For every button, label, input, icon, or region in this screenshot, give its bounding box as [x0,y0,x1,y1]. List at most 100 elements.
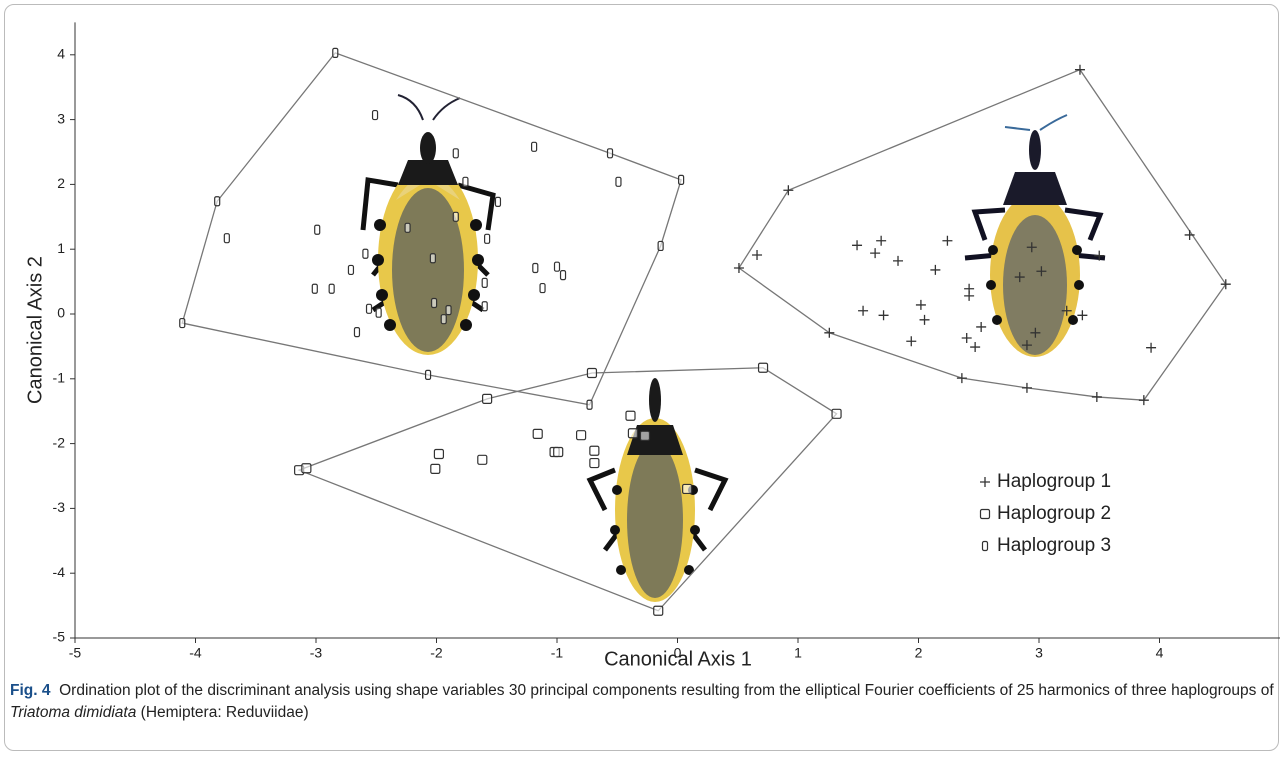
point [1077,310,1087,320]
point [533,429,542,438]
point [1221,279,1231,289]
point [453,212,458,221]
point [852,240,862,250]
point [783,185,793,195]
point [893,256,903,266]
x-tick-label: 2 [915,645,923,661]
point [215,197,220,206]
point [405,223,410,232]
point [654,606,663,615]
point [930,265,940,275]
point [916,300,926,310]
y-tick-label: 2 [57,175,65,191]
legend: Haplogroup 1 Haplogroup 2 Haplogroup 3 [980,471,1111,556]
legend-marker [980,477,990,487]
y-axis-label: Canonical Axis 2 [24,256,46,404]
point [495,197,500,206]
point [752,250,762,260]
point [376,308,381,317]
point [942,236,952,246]
point [683,484,692,493]
point [858,306,868,316]
y-tick-label: 1 [57,240,65,256]
point [870,248,880,258]
legend-label: Haplogroup 2 [997,503,1111,524]
x-tick-label: 1 [794,645,802,661]
point [906,336,916,346]
point [577,431,586,440]
point [373,111,378,120]
y-tick-label: 4 [57,46,65,62]
x-tick-label: -5 [69,645,82,661]
point [734,263,744,273]
point [876,236,886,246]
point [628,429,637,438]
x-tick-label: -3 [310,645,323,661]
point [561,271,566,280]
point [970,342,980,352]
point [432,298,437,307]
point [426,370,431,379]
point [879,310,889,320]
point [608,149,613,158]
point [430,254,435,263]
point [453,149,458,158]
point [363,249,368,258]
point [832,409,841,418]
point [587,368,596,377]
point [759,363,768,372]
point [616,177,621,186]
chart: Canonical Axis 1 Canonical Axis 2 -5-4-3… [0,0,1285,675]
caption-suffix: (Hemiptera: Reduviidae) [141,704,309,721]
y-tick-label: -4 [53,564,66,580]
point [587,400,592,409]
point [976,322,986,332]
point [224,234,229,243]
point [555,262,560,271]
point [1185,230,1195,240]
legend-marker [983,542,988,551]
y-tick-label: 3 [57,110,65,126]
point [590,459,599,468]
point [431,464,440,473]
y-tick-label: -5 [53,629,66,645]
y-tick-label: -2 [53,434,66,450]
x-tick-label: 4 [1156,645,1164,661]
point [626,411,635,420]
point [482,278,487,287]
x-tick-label: 0 [674,645,682,661]
point [315,225,320,234]
point [554,448,563,457]
point [590,446,599,455]
point [1146,343,1156,353]
point [441,315,446,324]
point [463,177,468,186]
point [367,304,372,313]
point [920,315,930,325]
caption-text: Ordination plot of the discriminant anal… [59,682,1274,699]
y-tick-label: 0 [57,305,65,321]
point [1139,395,1149,405]
point [483,394,492,403]
point [658,241,663,250]
y-tick-label: -1 [53,370,66,386]
legend-label: Haplogroup 3 [997,535,1111,556]
x-tick-label: -1 [551,645,564,661]
point [434,449,443,458]
point [446,306,451,315]
insect-illustration [363,95,1105,602]
caption-species: Triatoma dimidiata [10,704,136,721]
point [333,48,338,57]
point [824,328,834,338]
caption: Fig. 4 Ordination plot of the discrimina… [10,680,1275,724]
point [302,464,311,473]
point [354,328,359,337]
legend-label: Haplogroup 1 [997,471,1111,492]
x-tick-label: -4 [189,645,202,661]
point [679,175,684,184]
point [348,265,353,274]
point [962,333,972,343]
point [478,455,487,464]
point [540,284,545,293]
x-tick-label: 3 [1035,645,1043,661]
